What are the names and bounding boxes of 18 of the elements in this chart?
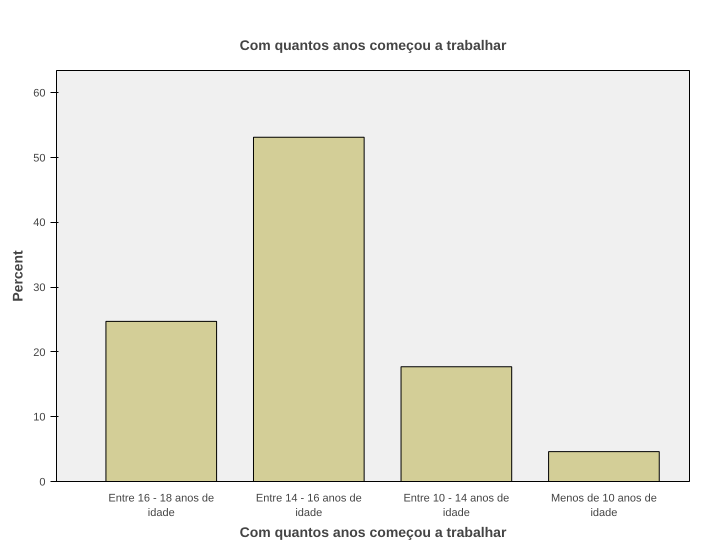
y-tick-label: 30 bbox=[33, 282, 46, 294]
x-axis-title: Com quantos anos começou a trabalhar bbox=[240, 524, 507, 540]
x-tick-label: Entre 10 - 14 anos de idade bbox=[403, 492, 510, 519]
y-tick-label: 20 bbox=[33, 346, 46, 359]
bar bbox=[400, 366, 512, 482]
y-tick-label: 0 bbox=[39, 476, 46, 488]
y-tick-label: 60 bbox=[33, 88, 46, 100]
y-tick-label: 50 bbox=[33, 152, 46, 164]
x-tick-label: Entre 14 - 16 anos de idade bbox=[256, 492, 362, 519]
y-tick-label: 40 bbox=[33, 217, 46, 230]
bar bbox=[252, 136, 365, 482]
y-axis-title: Percent bbox=[9, 250, 26, 302]
x-tick-label: Menos de 10 anos de idade bbox=[551, 492, 657, 519]
x-tick-label: Entre 16 - 18 anos de idade bbox=[108, 492, 214, 519]
chart-title: Com quantos anos começou a trabalhar bbox=[240, 37, 507, 53]
bar bbox=[548, 451, 660, 482]
bar bbox=[105, 320, 218, 482]
y-tick-label: 10 bbox=[33, 412, 46, 424]
